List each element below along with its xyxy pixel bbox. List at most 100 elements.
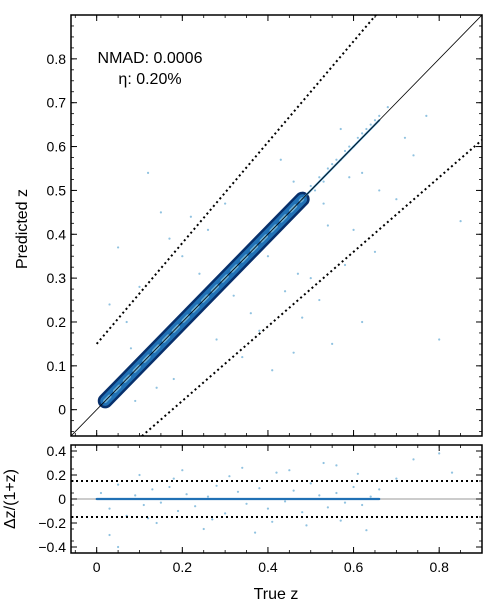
main-y-tick-label: 0 xyxy=(58,402,66,418)
main-point xyxy=(322,180,325,183)
residual-point xyxy=(292,489,295,492)
residual-point xyxy=(318,494,321,497)
residual-point xyxy=(253,531,257,534)
main-point xyxy=(348,176,351,179)
main-reference-lines xyxy=(71,15,482,436)
main-point xyxy=(249,312,252,315)
main-point xyxy=(206,228,210,231)
main-point xyxy=(155,386,158,389)
main-point xyxy=(326,224,329,227)
residual-point xyxy=(206,495,210,498)
residual-point xyxy=(271,520,274,523)
main-x-ticks xyxy=(74,15,461,436)
main-point xyxy=(343,263,347,267)
residual-point xyxy=(352,485,355,489)
main-point xyxy=(241,355,244,359)
main-point xyxy=(168,237,171,240)
main-point xyxy=(296,272,300,275)
residual-y-tick-label: 0 xyxy=(58,491,66,507)
residual-point xyxy=(369,495,372,498)
annotation-nmad: NMAD: 0.0006 xyxy=(98,50,203,67)
main-point xyxy=(395,198,398,201)
residual-point xyxy=(215,484,218,487)
residual-point xyxy=(108,507,111,510)
main-point xyxy=(301,316,304,319)
residual-y-tick-label: 0.2 xyxy=(47,467,67,483)
residual-point xyxy=(335,464,338,467)
residual-point xyxy=(245,502,248,505)
main-frame xyxy=(70,14,483,437)
main-point xyxy=(352,228,355,231)
residual-point xyxy=(266,507,270,510)
main-point xyxy=(159,211,163,214)
residual-point xyxy=(224,512,227,515)
main-point xyxy=(339,127,342,131)
outlier-lower-line xyxy=(140,139,482,436)
residual-point xyxy=(168,485,171,489)
main-point xyxy=(318,176,321,179)
residual-y-axis-title: Δz/(1+z) xyxy=(2,469,19,529)
main-y-tick-label: 0.1 xyxy=(47,358,67,374)
main-point xyxy=(146,171,150,174)
residual-point xyxy=(438,452,441,455)
main-point xyxy=(331,342,334,346)
main-point xyxy=(378,114,381,117)
residual-point xyxy=(138,473,141,477)
main-point xyxy=(386,105,389,109)
main-point xyxy=(322,202,325,205)
main-point xyxy=(271,369,274,372)
residual-point xyxy=(172,477,175,480)
main-point xyxy=(459,220,462,223)
main-point xyxy=(116,246,120,249)
residual-point xyxy=(194,505,197,508)
main-point xyxy=(348,145,351,148)
main-point xyxy=(331,163,334,166)
residual-panel: 0 0.2 0.4 0.6 0.8 0.4 0.2 0 −0.2 −0.4 Δz/(1+z) T… xyxy=(2,443,483,603)
main-point xyxy=(181,255,184,258)
residual-y-ticks: 0.4 0.2 0 −0.2 −0.4 xyxy=(38,443,482,555)
residual-point xyxy=(395,477,398,480)
main-y-tick-label: 0.8 xyxy=(47,51,67,67)
residual-point xyxy=(202,527,205,531)
residual-point xyxy=(339,519,342,522)
main-y-ticks: 0 0.1 0.2 0.3 0.4 0.5 0.6 0.7 0.8 xyxy=(47,25,482,433)
residual-point xyxy=(412,458,415,461)
residual-point xyxy=(99,491,103,495)
main-point xyxy=(378,189,381,192)
main-point xyxy=(258,329,261,332)
residual-point xyxy=(155,521,158,525)
residual-point xyxy=(343,501,347,504)
main-point xyxy=(365,127,368,131)
residual-point xyxy=(185,493,188,496)
x-tick-label: 0.2 xyxy=(173,559,193,575)
main-point xyxy=(266,255,270,258)
residual-scatter-points xyxy=(99,452,454,549)
residual-point xyxy=(288,469,291,472)
residual-point xyxy=(335,491,338,495)
main-point xyxy=(313,189,317,192)
main-y-axis-title: Predicted z xyxy=(14,189,31,269)
residual-point xyxy=(305,524,308,527)
residual-point xyxy=(322,461,325,465)
main-point xyxy=(326,167,329,170)
residual-point xyxy=(108,533,111,537)
identity-line xyxy=(71,15,482,436)
annotation-eta: η: 0.20% xyxy=(118,71,181,88)
residual-point xyxy=(365,529,368,532)
main-y-tick-label: 0.4 xyxy=(47,226,67,242)
residual-point xyxy=(228,475,231,478)
main-point xyxy=(232,294,235,297)
main-point xyxy=(138,285,141,288)
main-y-tick-label: 0.6 xyxy=(47,139,67,155)
x-tick-label: 0.6 xyxy=(344,559,364,575)
main-point xyxy=(356,136,359,139)
main-point xyxy=(343,149,347,153)
main-point xyxy=(215,338,218,341)
x-axis-title: True z xyxy=(254,586,299,603)
main-point xyxy=(189,215,192,218)
residual-point xyxy=(301,511,304,514)
main-panel: 0 0.1 0.2 0.3 0.4 0.5 0.6 0.7 0.8 NMAD: 0.0006 η… xyxy=(14,14,483,437)
main-point xyxy=(125,320,128,324)
main-point xyxy=(198,272,201,275)
